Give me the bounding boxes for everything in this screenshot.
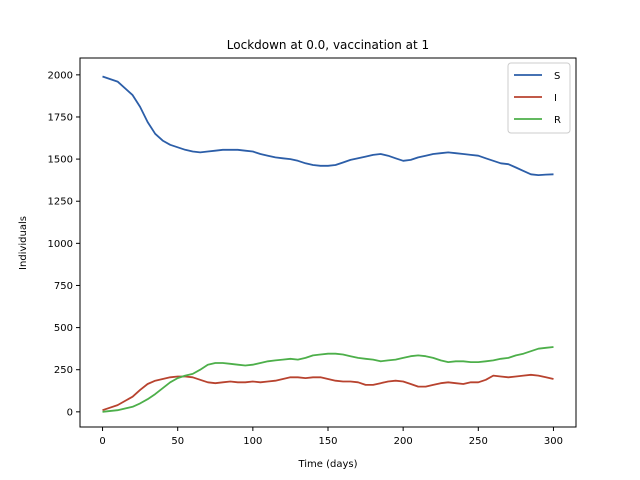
- y-tick-label: 1000: [48, 239, 73, 250]
- series-line-S: [102, 75, 554, 177]
- y-axis: 0 250 500 750 1000 1250 1500 1750 2000: [48, 70, 80, 418]
- legend-label-S: S: [554, 71, 560, 82]
- legend-box: [507, 62, 571, 134]
- series-line-I: [102, 373, 554, 412]
- y-tick-label: 250: [54, 365, 73, 376]
- y-tick-label: 1500: [48, 155, 73, 166]
- y-tick-label: 1750: [48, 112, 73, 123]
- legend-label-I: I: [554, 93, 557, 104]
- x-tick-label: 100: [243, 436, 262, 447]
- y-tick-label: 750: [54, 281, 73, 292]
- axes-frame: [79, 57, 577, 428]
- x-tick-label: 250: [469, 436, 488, 447]
- series-lines: [102, 75, 554, 413]
- y-axis-label: Individuals: [18, 216, 29, 270]
- x-axis: 0 50 100 150 200 250 300: [99, 427, 563, 447]
- x-tick-label: 300: [544, 436, 563, 447]
- x-tick-label: 200: [394, 436, 413, 447]
- series-line-R: [102, 346, 554, 413]
- legend: SIR: [507, 62, 571, 134]
- y-tick-label: 0: [67, 407, 73, 418]
- chart-title: Lockdown at 0.0, vaccination at 1: [227, 38, 429, 52]
- x-tick-label: 50: [171, 436, 184, 447]
- legend-label-R: R: [554, 115, 561, 126]
- x-tick-label: 150: [318, 436, 337, 447]
- y-tick-label: 2000: [48, 70, 73, 81]
- x-axis-label: Time (days): [297, 459, 357, 470]
- x-tick-label: 0: [99, 436, 105, 447]
- y-tick-label: 500: [54, 323, 73, 334]
- y-tick-label: 1250: [48, 197, 73, 208]
